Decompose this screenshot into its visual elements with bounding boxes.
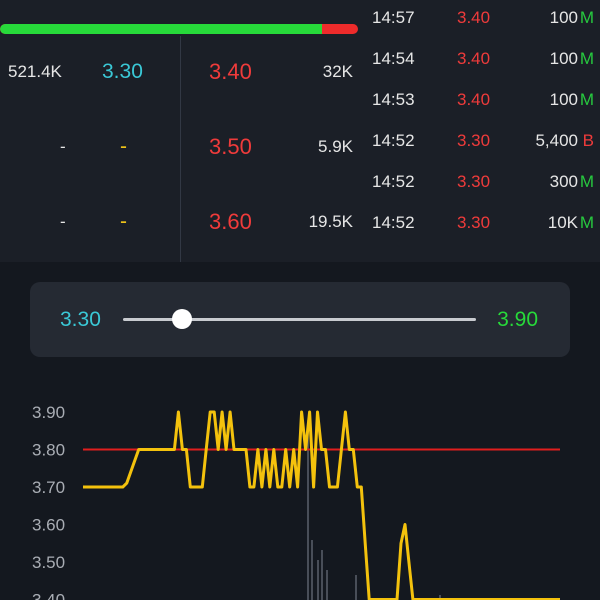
trade-volume: 5,400: [535, 130, 578, 150]
trade-price: 3.40: [457, 48, 491, 68]
price-chart[interactable]: 3.90 3.80 3.70 3.60 3.50 3.40: [0, 390, 600, 600]
ask-price: 3.60: [209, 209, 252, 234]
bid-row[interactable]: 521.4K 3.30: [0, 52, 180, 92]
trade-price: 3.40: [457, 7, 491, 27]
top-panel: 521.4K 3.30 - - - - 3.40 32K 3.50 5.9K 3…: [0, 0, 600, 262]
y-tick-label: 3.70: [32, 478, 65, 497]
trade-price: 3.30: [457, 212, 491, 232]
order-book-divider: [180, 36, 181, 262]
bid-volume: -: [60, 212, 66, 231]
trade-list[interactable]: 14:57 3.40 100 M 14:54 3.40 100 M 14:53 …: [362, 0, 600, 262]
trade-side: B: [582, 130, 594, 150]
trade-row: 14:53 3.40 100 M: [362, 79, 600, 120]
trade-price: 3.40: [457, 89, 491, 109]
trade-side: M: [579, 48, 594, 68]
trade-price: 3.30: [457, 171, 491, 191]
bid-price: 3.30: [102, 60, 143, 83]
trade-price: 3.30: [457, 130, 491, 150]
trade-time: 14:52: [372, 130, 415, 150]
trade-volume: 300: [549, 171, 578, 191]
trade-time: 14:54: [372, 48, 415, 68]
bid-row[interactable]: - -: [0, 127, 180, 167]
trade-side: M: [579, 212, 594, 232]
y-tick-label: 3.80: [32, 441, 65, 460]
ask-price: 3.50: [209, 134, 252, 159]
trade-time: 14:52: [372, 212, 415, 232]
price-range-card: 3.30 3.90: [30, 282, 570, 357]
range-max-label: 3.90: [497, 308, 538, 331]
ask-volume: 19.5K: [308, 212, 353, 231]
bid-price: -: [120, 135, 127, 158]
ask-row[interactable]: 3.60 19.5K: [181, 202, 361, 242]
trade-volume: 100: [549, 89, 578, 109]
trade-volume: 10K: [547, 212, 578, 232]
trade-row: 14:54 3.40 100 M: [362, 38, 600, 79]
trade-row: 14:57 3.40 100 M: [362, 0, 600, 38]
trade-side: M: [579, 89, 594, 109]
y-tick-label: 3.50: [32, 553, 65, 572]
trade-volume: 100: [549, 7, 578, 27]
price-range-slider[interactable]: [123, 318, 476, 321]
ask-volume: 32K: [322, 62, 353, 81]
y-tick-label: 3.40: [32, 591, 65, 600]
y-tick-label: 3.90: [32, 403, 65, 422]
bid-volume: 521.4K: [8, 62, 62, 81]
trade-time: 14:52: [372, 171, 415, 191]
buy-ratio-fill: [0, 24, 323, 34]
range-min-label: 3.30: [60, 308, 101, 331]
y-axis: 3.90 3.80 3.70 3.60 3.50 3.40: [32, 403, 65, 600]
trade-side: M: [579, 7, 594, 27]
ask-row[interactable]: 3.40 32K: [181, 52, 361, 92]
ask-volume: 5.9K: [318, 137, 353, 156]
ask-price: 3.40: [209, 59, 252, 84]
y-tick-label: 3.60: [32, 516, 65, 535]
bid-price: -: [120, 210, 127, 233]
slider-thumb[interactable]: [171, 309, 192, 329]
buy-sell-ratio-bar: [0, 24, 358, 34]
trade-row: 14:52 3.30 10K M: [362, 202, 600, 243]
bid-row[interactable]: - -: [0, 202, 180, 242]
bid-volume: -: [60, 137, 66, 156]
trade-time: 14:57: [372, 7, 415, 27]
trade-volume: 100: [549, 48, 578, 68]
trade-row: 14:52 3.30 5,400 B: [362, 120, 600, 161]
trade-time: 14:53: [372, 89, 415, 109]
ask-row[interactable]: 3.50 5.9K: [181, 127, 361, 167]
trade-side: M: [579, 171, 594, 191]
volume-bars: [307, 420, 441, 600]
order-book: 521.4K 3.30 - - - - 3.40 32K 3.50 5.9K 3…: [0, 0, 362, 262]
trade-row: 14:52 3.30 300 M: [362, 161, 600, 202]
